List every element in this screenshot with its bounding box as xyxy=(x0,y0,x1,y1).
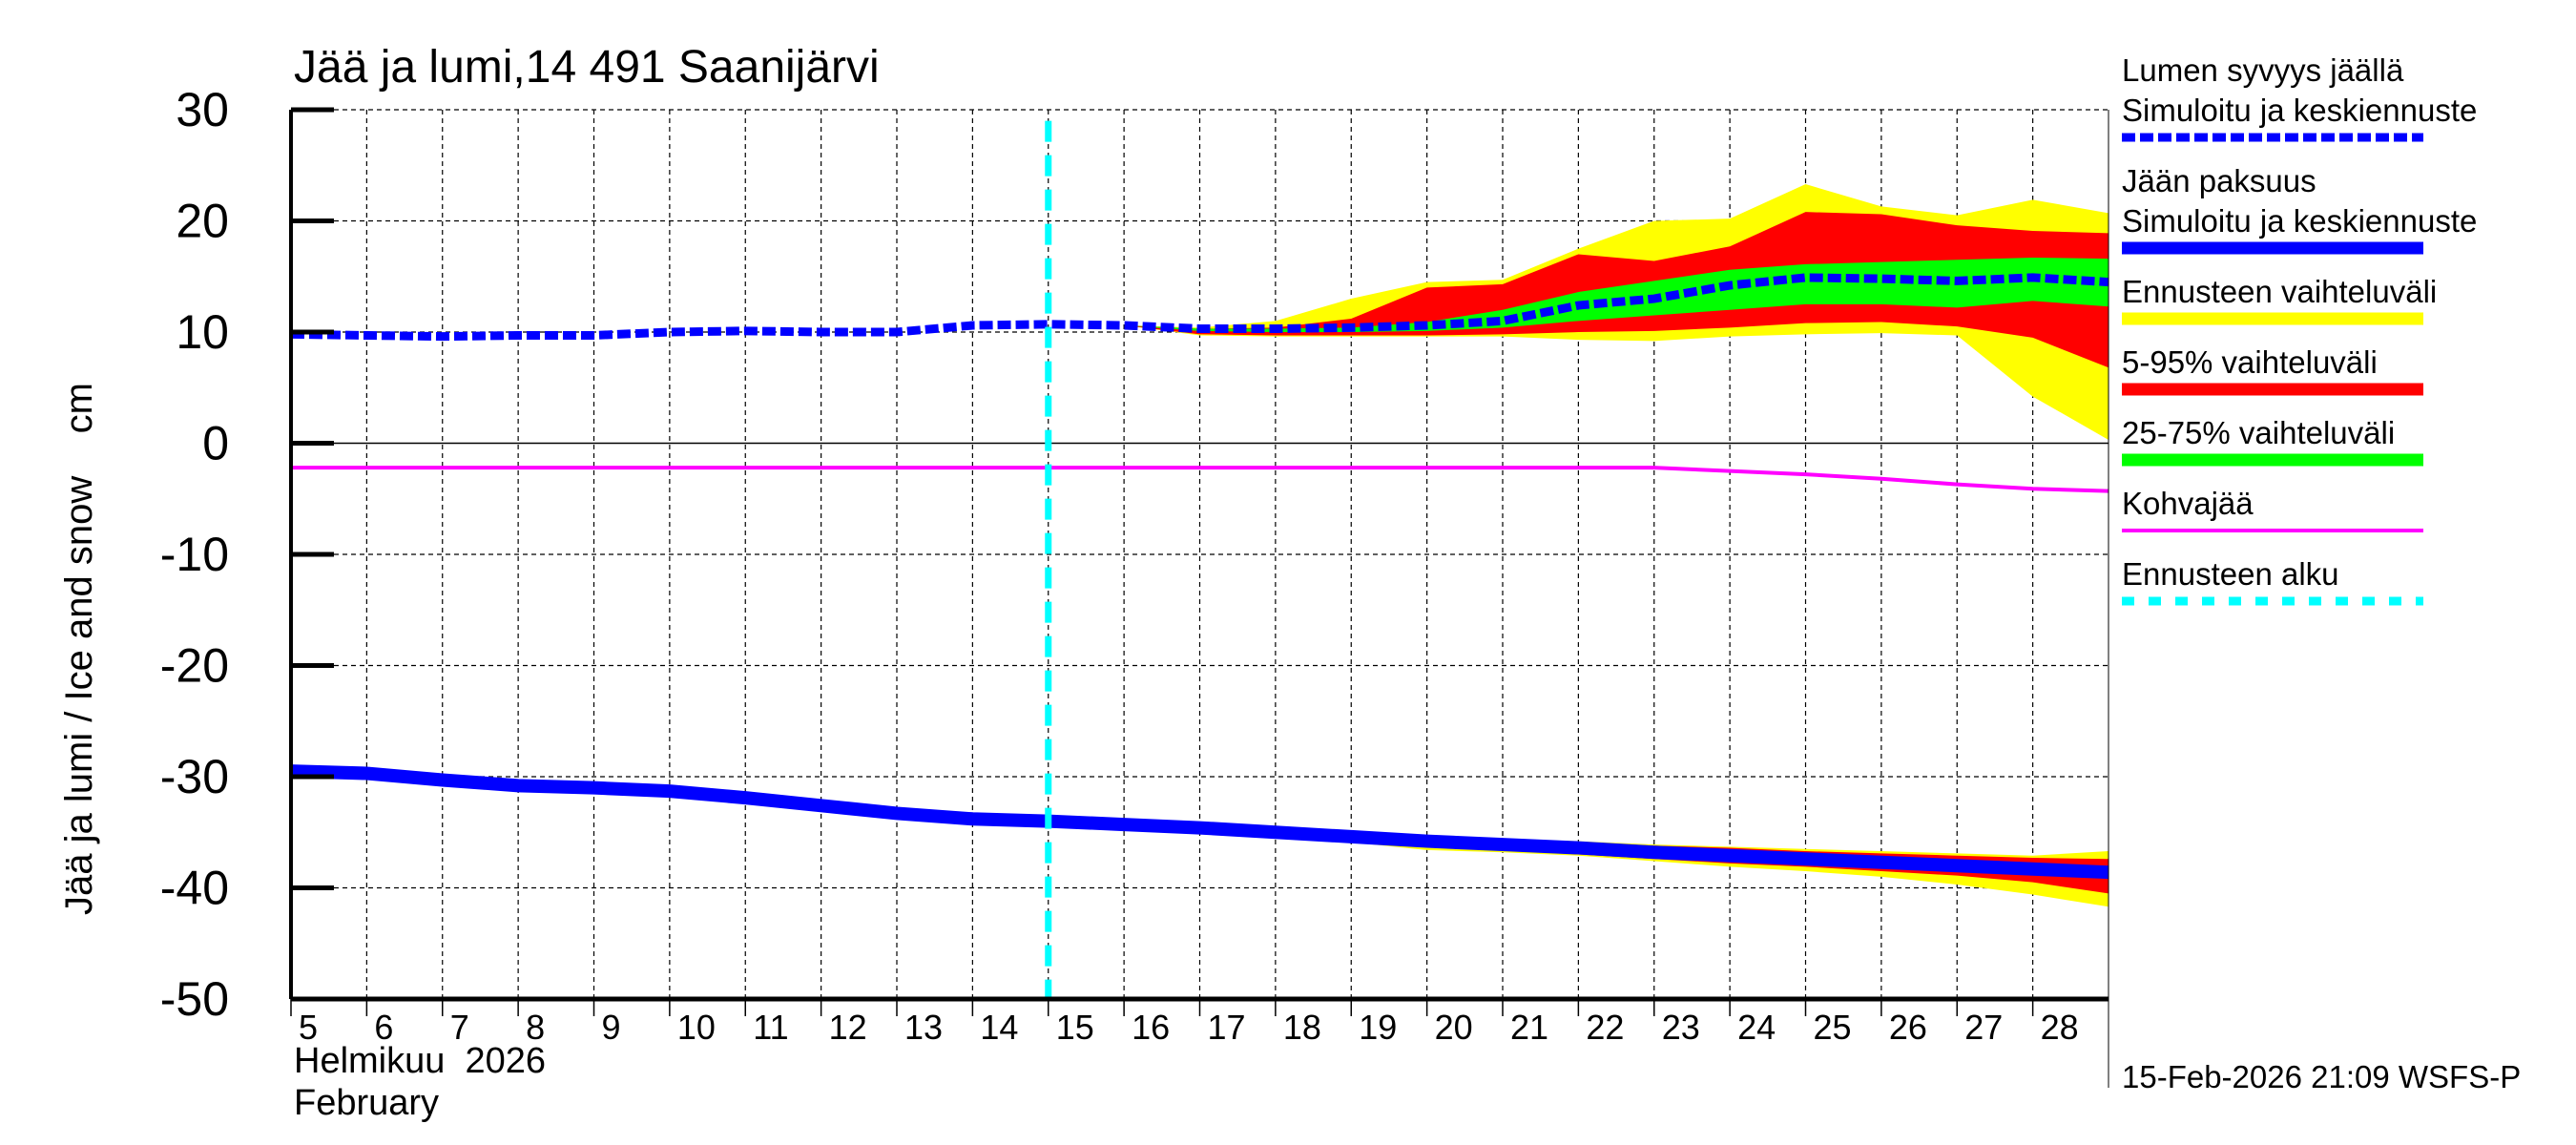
timestamp: 15-Feb-2026 21:09 WSFS-P xyxy=(2122,1059,2521,1094)
y-tick-label: 10 xyxy=(176,305,229,359)
x-axis-month-label-en: February xyxy=(294,1083,439,1123)
x-tick-label: 17 xyxy=(1208,1008,1246,1047)
x-tick-label: 19 xyxy=(1359,1008,1397,1047)
legend: Lumen syvyys jäällä Simuloitu ja keskienn… xyxy=(2122,52,2477,606)
x-tick-label: 23 xyxy=(1662,1008,1700,1047)
y-tick-label: -40 xyxy=(160,862,229,915)
y-tick-label: -30 xyxy=(160,750,229,803)
legend-label: Simuloitu ja keskiennuste xyxy=(2122,203,2477,239)
x-tick-label: 26 xyxy=(1889,1008,1927,1047)
chart-title: Jää ja lumi,14 491 Saanijärvi xyxy=(294,42,880,93)
x-tick-label: 24 xyxy=(1737,1008,1776,1047)
x-tick-label: 11 xyxy=(753,1008,788,1047)
x-tick-label: 15 xyxy=(1056,1008,1094,1047)
x-tick-label: 16 xyxy=(1132,1008,1170,1047)
x-tick-label: 6 xyxy=(374,1008,393,1047)
y-tick-label: -50 xyxy=(160,972,229,1026)
snow-25-75-band xyxy=(1048,257,2109,332)
x-tick-label: 27 xyxy=(1964,1008,2003,1047)
x-tick-label: 12 xyxy=(829,1008,867,1047)
legend-title: Lumen syvyys jäällä xyxy=(2122,52,2404,88)
x-tick-label: 9 xyxy=(602,1008,621,1047)
snow-depth-line xyxy=(290,273,2109,342)
slush-ice-line xyxy=(291,466,2109,493)
y-tick-label: 0 xyxy=(202,417,229,470)
x-tick-label: 7 xyxy=(450,1008,469,1047)
x-tick-label: 10 xyxy=(677,1008,716,1047)
legend-label: Ennusteen vaihteluväli xyxy=(2122,274,2437,309)
legend-label: 25-75% vaihteluväli xyxy=(2122,415,2395,450)
ice-thickness-line xyxy=(290,764,2109,880)
axes: 5 6 7 8 9 10 11 12 13 14 15 16 17 18 19 20 21 22 23 24 25 26 2… xyxy=(160,83,2109,1088)
series-lines xyxy=(290,120,2109,999)
x-tick-label: 8 xyxy=(526,1008,545,1047)
x-axis-month-label: Helmikuu 2026 xyxy=(294,1041,546,1081)
y-tick-label: 20 xyxy=(176,195,229,248)
legend-label: 5-95% vaihteluväli xyxy=(2122,344,2378,380)
x-tick-label: 28 xyxy=(2041,1008,2079,1047)
y-tick-label: -20 xyxy=(160,639,229,693)
y-axis-label: Jää ja lumi / Ice and snow cm xyxy=(58,383,100,915)
y-tick-label: -10 xyxy=(160,528,229,581)
legend-label: Ennusteen alku xyxy=(2122,556,2339,592)
x-tick-label: 14 xyxy=(980,1008,1018,1047)
x-tick-label: 18 xyxy=(1283,1008,1321,1047)
x-tick-label: 13 xyxy=(904,1008,943,1047)
x-tick-label: 5 xyxy=(299,1008,318,1047)
x-tick-label: 20 xyxy=(1435,1008,1473,1047)
x-tick-label: 25 xyxy=(1814,1008,1852,1047)
legend-label: Kohvajää xyxy=(2122,486,2254,521)
x-tick-label: 21 xyxy=(1510,1008,1548,1047)
legend-title: Jään paksuus xyxy=(2122,163,2316,198)
legend-label: Simuloitu ja keskiennuste xyxy=(2122,93,2477,128)
y-tick-label: 30 xyxy=(176,83,229,136)
x-tick-label: 22 xyxy=(1586,1008,1624,1047)
